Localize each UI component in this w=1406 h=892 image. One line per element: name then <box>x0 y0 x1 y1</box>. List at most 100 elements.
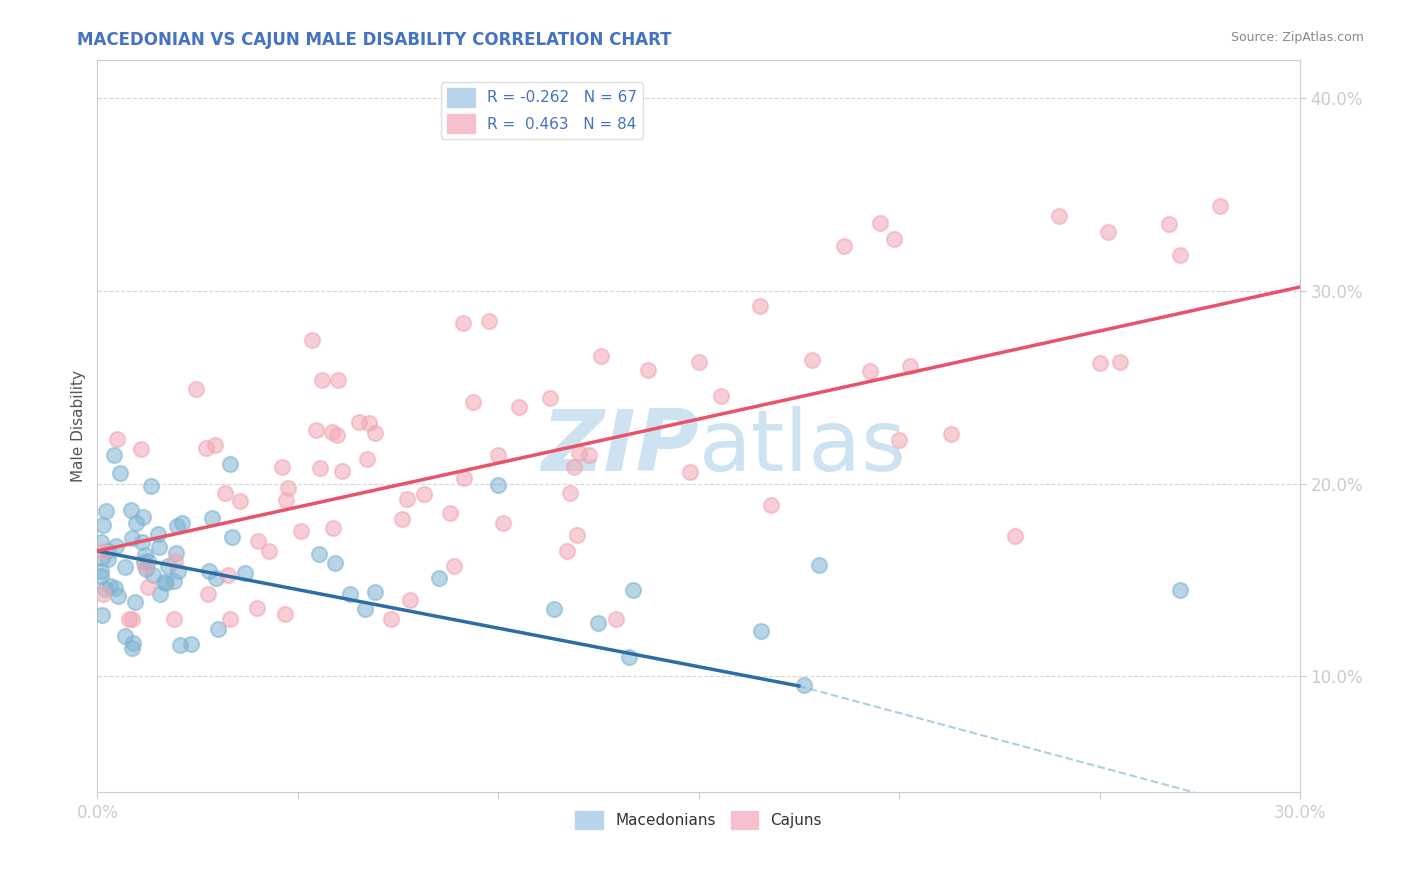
Point <box>197 587 219 601</box>
Point <box>157 558 180 573</box>
Point <box>274 607 297 621</box>
Point <box>555 543 578 558</box>
Point <box>103 582 125 596</box>
Point <box>290 524 312 538</box>
Point <box>90 534 112 549</box>
Point <box>107 589 129 603</box>
Point <box>413 486 436 500</box>
Point <box>146 526 169 541</box>
Point <box>688 355 710 369</box>
Point <box>259 543 281 558</box>
Point <box>486 448 509 462</box>
Point <box>163 574 186 589</box>
Point <box>96 504 118 518</box>
Point <box>201 511 224 525</box>
Point <box>214 486 236 500</box>
Point <box>679 465 702 479</box>
Point <box>90 568 112 582</box>
Point <box>1168 247 1191 261</box>
Point <box>277 481 299 495</box>
Point <box>129 442 152 457</box>
Point <box>492 516 515 530</box>
Point <box>134 548 156 562</box>
Point <box>309 461 332 475</box>
Point <box>453 471 475 485</box>
Point <box>90 550 112 565</box>
Point <box>204 438 226 452</box>
Point <box>97 552 120 566</box>
Point <box>800 352 823 367</box>
Point <box>218 458 240 472</box>
Point <box>330 465 353 479</box>
Point <box>105 433 128 447</box>
Text: MACEDONIAN VS CAJUN MALE DISABILITY CORRELATION CHART: MACEDONIAN VS CAJUN MALE DISABILITY CORR… <box>77 31 672 49</box>
Point <box>180 637 202 651</box>
Point <box>155 576 177 591</box>
Point <box>1088 356 1111 370</box>
Point <box>356 452 378 467</box>
Point <box>132 510 155 524</box>
Point <box>135 562 157 576</box>
Point <box>121 641 143 656</box>
Point <box>114 559 136 574</box>
Point <box>228 494 250 508</box>
Point <box>165 545 187 559</box>
Point <box>883 232 905 246</box>
Point <box>218 611 240 625</box>
Point <box>439 506 461 520</box>
Point <box>621 582 644 597</box>
Point <box>301 333 323 347</box>
Point <box>1209 199 1232 213</box>
Point <box>153 574 176 589</box>
Point <box>364 585 387 599</box>
Point <box>710 389 733 403</box>
Text: Source: ZipAtlas.com: Source: ZipAtlas.com <box>1230 31 1364 45</box>
Y-axis label: Male Disability: Male Disability <box>72 370 86 482</box>
Point <box>391 511 413 525</box>
Point <box>463 395 485 409</box>
Point <box>207 622 229 636</box>
Point <box>364 425 387 440</box>
Legend: Macedonians, Cajuns: Macedonians, Cajuns <box>569 805 828 836</box>
Point <box>538 392 561 406</box>
Point <box>869 216 891 230</box>
Point <box>93 582 115 597</box>
Point <box>91 544 114 558</box>
Point <box>167 564 190 578</box>
Point <box>859 364 882 378</box>
Point <box>124 595 146 609</box>
Point <box>121 635 143 649</box>
Point <box>271 460 294 475</box>
Point <box>97 544 120 558</box>
Point <box>478 313 501 327</box>
Point <box>98 578 121 592</box>
Point <box>605 611 627 625</box>
Point <box>148 540 170 554</box>
Point <box>617 649 640 664</box>
Point <box>91 587 114 601</box>
Point <box>141 478 163 492</box>
Point <box>339 587 361 601</box>
Point <box>118 611 141 625</box>
Point <box>233 566 256 580</box>
Point <box>246 534 269 549</box>
Text: atlas: atlas <box>699 406 907 489</box>
Point <box>807 558 830 572</box>
Point <box>90 608 112 623</box>
Point <box>114 629 136 643</box>
Point <box>195 442 218 456</box>
Point <box>1168 582 1191 597</box>
Point <box>887 433 910 447</box>
Point <box>565 527 588 541</box>
Point <box>586 615 609 630</box>
Point <box>169 638 191 652</box>
Point <box>172 516 194 531</box>
Point <box>197 564 219 578</box>
Point <box>578 449 600 463</box>
Point <box>543 602 565 616</box>
Point <box>900 359 922 374</box>
Point <box>221 530 243 544</box>
Point <box>142 568 165 582</box>
Point <box>637 363 659 377</box>
Point <box>166 519 188 533</box>
